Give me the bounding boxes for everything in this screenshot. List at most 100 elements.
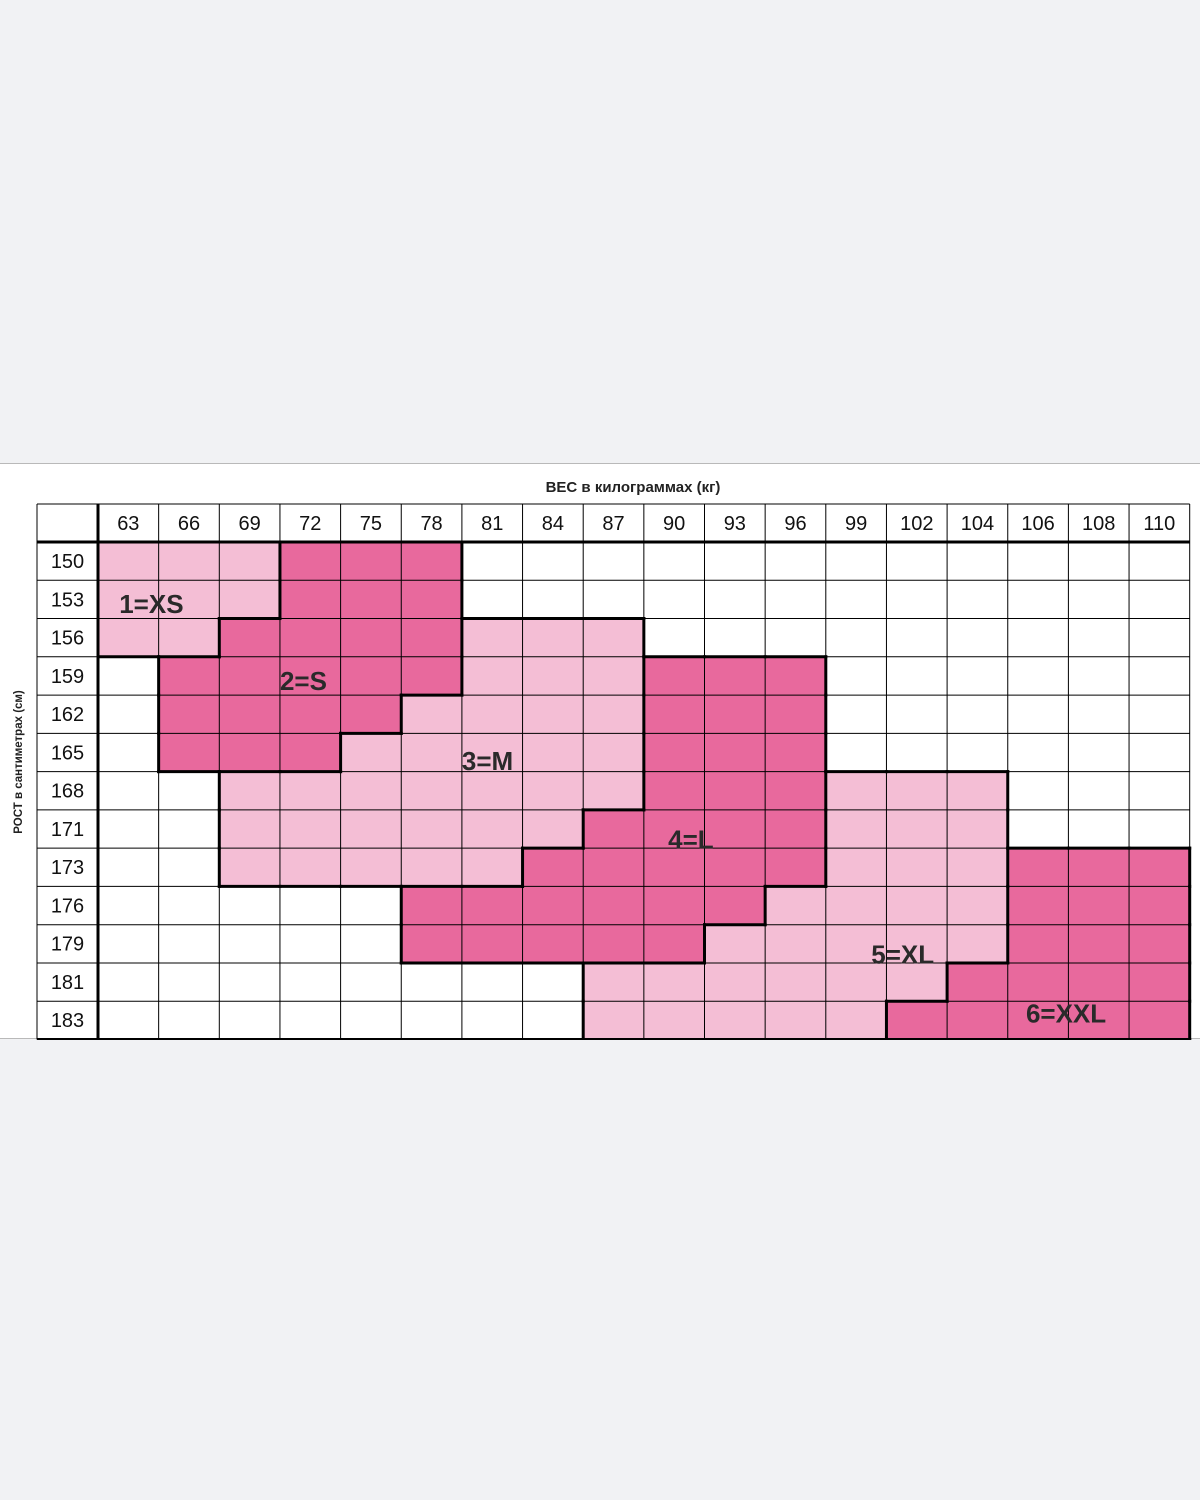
cell-empty [461, 962, 523, 1002]
cell-empty [1068, 580, 1130, 619]
cell-empty [158, 1001, 220, 1040]
cell-3=M [219, 771, 280, 810]
x-tick-label: 66 [178, 513, 200, 535]
cell-empty [947, 580, 1008, 619]
cell-3=M [340, 733, 402, 772]
x-tick-label: 63 [117, 513, 139, 535]
cell-6=XXL [1068, 1001, 1130, 1040]
cell-2=S [340, 542, 402, 581]
cell-4=L [643, 733, 705, 772]
cell-empty [158, 886, 220, 925]
cell-5=XL [583, 962, 644, 1002]
cell-6=XXL [1129, 848, 1190, 887]
cell-4=L [522, 924, 584, 963]
x-tick-label: 110 [1143, 513, 1175, 535]
cell-empty [704, 542, 766, 581]
cell-4=L [643, 695, 705, 734]
cell-empty [947, 618, 1008, 657]
cell-empty [98, 924, 159, 963]
cell-6=XXL [1068, 848, 1130, 887]
cell-4=L [704, 656, 766, 696]
cell-2=S [279, 733, 341, 772]
cell-empty [401, 962, 462, 1002]
cell-5=XL [643, 962, 705, 1002]
cell-empty [158, 848, 220, 887]
cell-2=S [279, 542, 341, 581]
cell-empty [98, 656, 159, 696]
cell-3=M [461, 809, 523, 849]
cell-empty [947, 695, 1008, 734]
x-tick-label: 90 [663, 513, 685, 535]
cell-empty [219, 962, 280, 1002]
zone-labels: 1=XS 2=S 3=M 4=L 5=XL 6=XXL [119, 589, 1106, 1028]
cell-empty [1007, 542, 1069, 581]
cell-5=XL [886, 886, 948, 925]
x-tick-label: 104 [961, 513, 994, 535]
cell-empty [1129, 618, 1190, 657]
cell-4=L [583, 924, 644, 963]
y-tick-label: 179 [51, 934, 84, 956]
cell-5=XL [704, 962, 766, 1002]
cell-2=S [340, 695, 402, 734]
cell-2=S [279, 618, 341, 657]
cell-empty [1129, 695, 1190, 734]
cell-3=M [340, 809, 402, 849]
cell-empty [583, 580, 644, 619]
x-tick-label: 69 [239, 513, 261, 535]
cell-empty [522, 542, 584, 581]
cell-empty [1129, 542, 1190, 581]
cell-5=XL [704, 1001, 766, 1040]
cell-3=M [583, 695, 644, 734]
x-tick-label: 87 [602, 513, 624, 535]
cell-2=S [158, 733, 220, 772]
cell-empty [219, 1001, 280, 1040]
cell-3=M [522, 771, 584, 810]
cell-empty [1068, 733, 1130, 772]
cell-empty [219, 924, 280, 963]
cell-empty [522, 580, 584, 619]
cell-1=XS [98, 618, 159, 657]
x-tick-label: 108 [1082, 513, 1115, 535]
cell-4=L [401, 924, 462, 963]
y-tick-label: 181 [51, 972, 84, 994]
cell-4=L [583, 809, 644, 849]
cell-2=S [219, 656, 280, 696]
cell-empty [98, 771, 159, 810]
cell-empty [279, 1001, 341, 1040]
cell-empty [1007, 809, 1069, 849]
cell-5=XL [825, 809, 887, 849]
cell-3=M [279, 848, 341, 887]
cell-empty [704, 618, 766, 657]
cell-empty [947, 656, 1008, 696]
cell-2=S [401, 618, 462, 657]
cell-empty [643, 618, 705, 657]
cell-4=L [765, 733, 826, 772]
cell-5=XL [825, 962, 887, 1002]
x-tick-label: 84 [542, 513, 564, 535]
cell-5=XL [765, 1001, 826, 1040]
cell-5=XL [583, 1001, 644, 1040]
cell-3=M [461, 618, 523, 657]
tick-labels: 63 66 69 72 75 78 81 84 87 90 93 96 99 102 104 106 108 11… [51, 513, 1176, 1032]
cell-4=L [765, 656, 826, 696]
cell-4=L [583, 886, 644, 925]
cell-3=M [522, 695, 584, 734]
cell-empty [98, 886, 159, 925]
cell-empty [340, 1001, 402, 1040]
cell-3=M [522, 618, 584, 657]
cell-empty [1068, 542, 1130, 581]
cell-empty [279, 924, 341, 963]
cell-4=L [704, 886, 766, 925]
cell-5=XL [704, 924, 766, 963]
cell-empty [1007, 733, 1069, 772]
cell-empty [825, 695, 887, 734]
cell-empty [886, 656, 948, 696]
cell-5=XL [825, 924, 887, 963]
cell-3=M [522, 733, 584, 772]
cell-6=XXL [1129, 924, 1190, 963]
cell-1=XS [219, 542, 280, 581]
cell-2=S [340, 580, 402, 619]
cell-2=S [401, 542, 462, 581]
cell-3=M [401, 809, 462, 849]
y-tick-label: 183 [51, 1010, 84, 1032]
